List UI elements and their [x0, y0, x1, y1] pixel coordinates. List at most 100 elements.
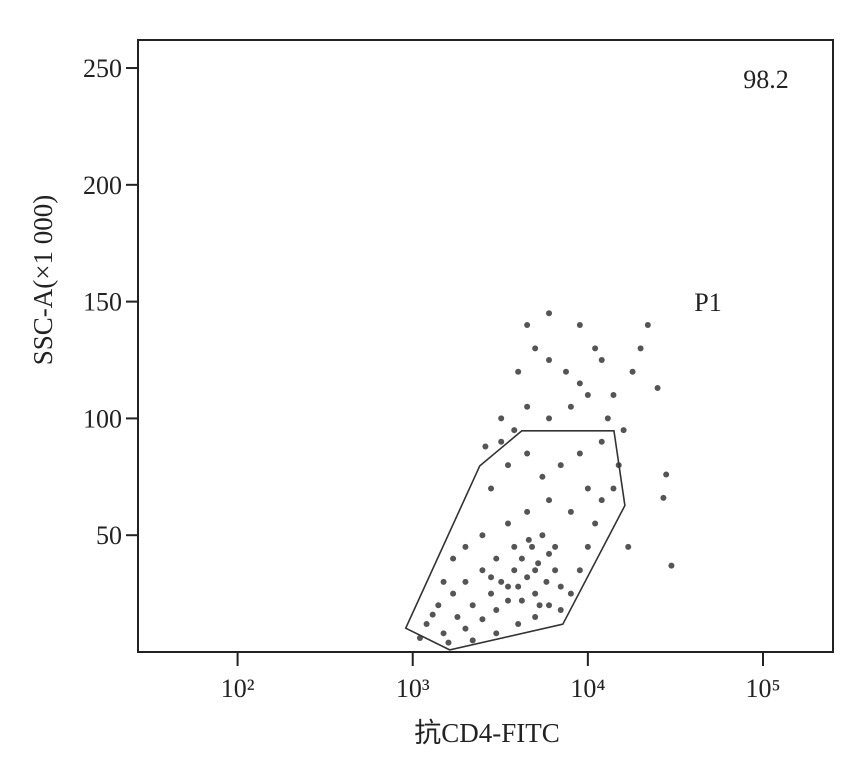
data-point: [511, 543, 518, 550]
data-point: [488, 574, 495, 581]
data-point: [535, 560, 542, 567]
data-point: [644, 321, 651, 328]
data-point: [524, 450, 531, 457]
y-tick-label: 50: [96, 521, 122, 550]
data-point: [584, 543, 591, 550]
data-point: [524, 574, 531, 581]
data-point: [598, 497, 605, 504]
data-point: [546, 497, 553, 504]
data-point: [462, 625, 469, 632]
x-tick-label: 10³: [396, 674, 430, 703]
data-point: [576, 450, 583, 457]
data-point: [668, 562, 675, 569]
data-point: [552, 543, 559, 550]
data-point: [532, 567, 539, 574]
data-point: [429, 611, 436, 618]
data-point: [440, 630, 447, 637]
y-tick-label: 200: [83, 171, 122, 200]
data-point: [518, 597, 525, 604]
data-point: [440, 578, 447, 585]
x-tick-label: 10⁴: [570, 674, 605, 703]
x-tick-label: 10²: [221, 674, 255, 703]
data-point: [524, 508, 531, 515]
data-point: [546, 602, 553, 609]
y-axis-label: SSC-A(×1 000): [28, 195, 58, 366]
data-point: [532, 345, 539, 352]
data-point: [482, 443, 489, 450]
data-point: [620, 427, 627, 434]
data-point: [567, 508, 574, 515]
data-point: [598, 357, 605, 364]
data-point: [505, 597, 512, 604]
data-point: [539, 473, 546, 480]
plot-frame: [137, 39, 834, 653]
x-axis-label: 抗CD4-FITC: [414, 718, 560, 748]
data-point: [450, 590, 457, 597]
data-point: [546, 415, 553, 422]
data-point: [515, 620, 522, 627]
gate-percent: 98.2: [743, 65, 789, 94]
data-point: [524, 403, 531, 410]
data-point: [493, 606, 500, 613]
data-point: [625, 543, 632, 550]
data-point: [423, 620, 430, 627]
data-point: [532, 590, 539, 597]
data-point: [629, 368, 636, 375]
y-tick-label: 150: [83, 288, 122, 317]
data-point: [505, 520, 512, 527]
data-point: [435, 602, 442, 609]
data-point: [505, 583, 512, 590]
data-point: [518, 555, 525, 562]
data-point: [610, 392, 617, 399]
data-point: [498, 578, 505, 585]
data-point: [592, 520, 599, 527]
y-tick-label: 250: [83, 54, 122, 83]
data-point: [524, 321, 531, 328]
data-point: [532, 613, 539, 620]
data-point: [539, 532, 546, 539]
data-point: [515, 583, 522, 590]
data-point: [576, 380, 583, 387]
x-tick-label: 10⁵: [745, 674, 780, 703]
data-point: [584, 485, 591, 492]
data-point: [488, 485, 495, 492]
data-point: [511, 427, 518, 434]
data-point: [584, 392, 591, 399]
y-tick-label: 100: [83, 404, 122, 433]
data-point: [557, 606, 564, 613]
data-point: [493, 555, 500, 562]
data-point: [592, 345, 599, 352]
data-point: [454, 613, 461, 620]
data-point: [536, 602, 543, 609]
data-point: [562, 368, 569, 375]
gate-polygon: [404, 429, 626, 651]
data-point: [543, 578, 550, 585]
data-point: [529, 543, 536, 550]
data-point: [462, 543, 469, 550]
data-point: [546, 357, 553, 364]
data-point: [567, 403, 574, 410]
gate-label: P1: [694, 288, 721, 317]
data-point: [610, 485, 617, 492]
data-point: [479, 532, 486, 539]
data-point: [654, 385, 661, 392]
data-point: [525, 536, 532, 543]
data-point: [546, 550, 553, 557]
data-point: [479, 567, 486, 574]
data-point: [660, 494, 667, 501]
data-point: [557, 462, 564, 469]
data-point: [445, 639, 452, 646]
data-point: [663, 471, 670, 478]
data-point: [576, 321, 583, 328]
data-point: [557, 583, 564, 590]
data-point: [479, 616, 486, 623]
data-point: [469, 637, 476, 644]
data-point: [637, 345, 644, 352]
data-point: [498, 415, 505, 422]
data-point: [546, 310, 553, 317]
data-point: [493, 630, 500, 637]
data-point: [552, 567, 559, 574]
data-point: [576, 567, 583, 574]
data-point: [469, 602, 476, 609]
